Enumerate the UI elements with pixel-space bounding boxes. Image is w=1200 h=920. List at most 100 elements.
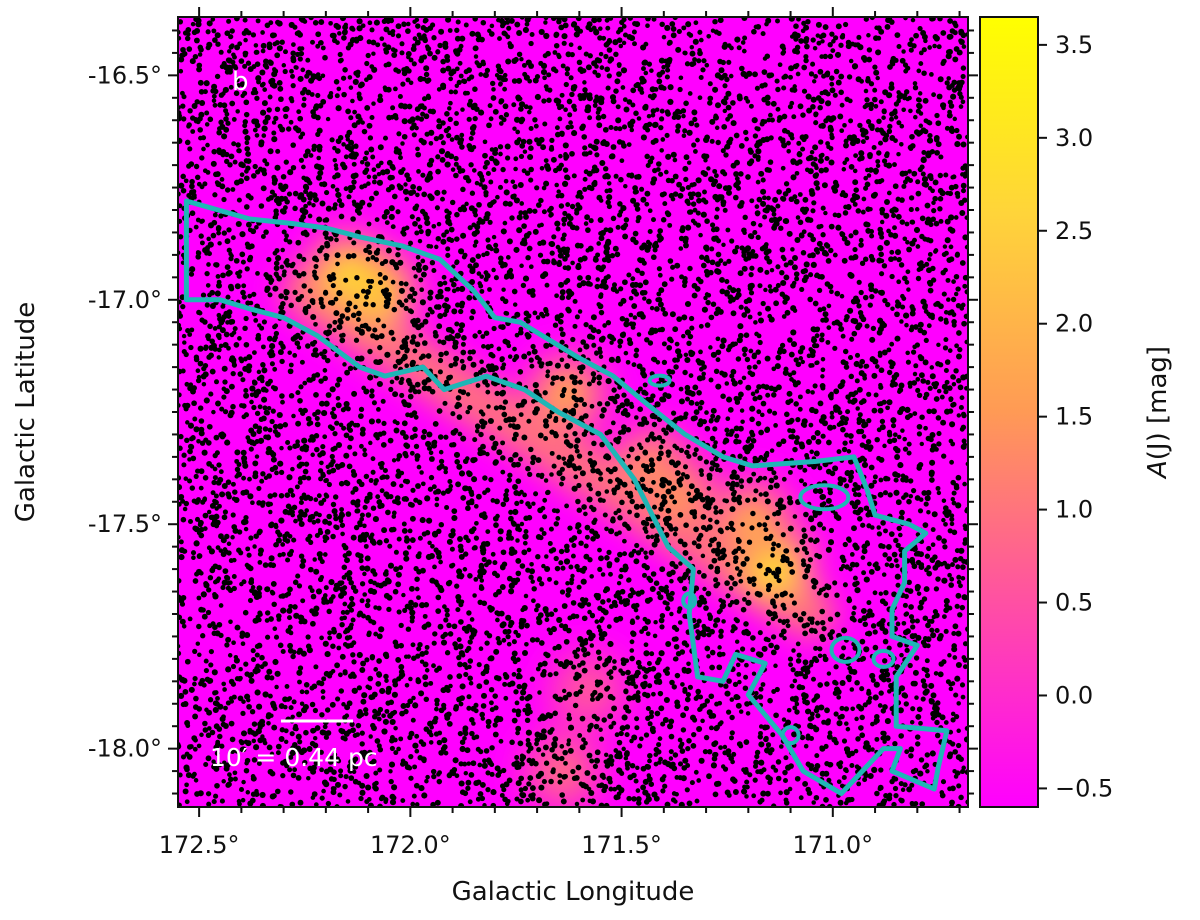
star — [455, 607, 461, 613]
star — [662, 717, 669, 723]
star — [724, 498, 730, 504]
star — [812, 383, 818, 389]
star — [644, 437, 651, 443]
star — [197, 360, 204, 367]
star — [961, 320, 967, 327]
star — [455, 19, 461, 25]
star — [525, 797, 531, 803]
star — [742, 685, 749, 691]
star — [943, 389, 949, 395]
star — [912, 411, 918, 417]
star — [710, 407, 717, 414]
star — [883, 162, 889, 168]
star — [869, 233, 875, 239]
star — [184, 139, 191, 146]
star — [340, 75, 347, 81]
star — [450, 411, 456, 417]
star — [379, 160, 384, 166]
star — [488, 686, 495, 693]
star — [847, 307, 854, 314]
star — [927, 619, 932, 624]
star — [511, 288, 518, 295]
star — [224, 238, 231, 245]
star — [811, 676, 816, 682]
star — [690, 743, 697, 749]
star — [460, 107, 465, 112]
star — [465, 623, 473, 631]
star — [313, 497, 319, 503]
star — [957, 612, 963, 618]
star — [867, 444, 874, 451]
star — [849, 336, 855, 342]
star — [795, 416, 801, 423]
star — [735, 702, 742, 709]
star — [659, 624, 665, 630]
star — [427, 50, 433, 57]
star — [359, 789, 366, 796]
star — [883, 239, 890, 246]
star — [661, 191, 667, 197]
star — [472, 243, 478, 248]
star — [812, 408, 819, 415]
star — [538, 535, 544, 541]
star — [913, 655, 920, 661]
star — [329, 386, 336, 393]
star — [807, 716, 814, 722]
star — [537, 432, 544, 439]
star — [846, 134, 854, 141]
star — [281, 272, 287, 278]
star — [238, 786, 245, 793]
star — [233, 342, 240, 348]
star — [725, 593, 731, 599]
star — [845, 39, 852, 46]
star — [379, 687, 386, 695]
star — [583, 511, 588, 517]
star — [433, 547, 439, 553]
star — [906, 246, 913, 253]
star — [904, 647, 910, 653]
star — [700, 262, 707, 269]
star — [557, 116, 563, 122]
star — [743, 129, 749, 136]
star — [437, 623, 444, 630]
star — [502, 399, 509, 405]
star — [884, 718, 891, 725]
star — [559, 744, 565, 749]
star — [407, 240, 414, 246]
star — [448, 76, 454, 82]
star — [310, 620, 316, 627]
star — [744, 136, 749, 142]
star — [861, 461, 869, 468]
star — [375, 681, 382, 687]
star — [336, 758, 342, 764]
star — [513, 246, 520, 253]
star — [481, 184, 488, 191]
star — [366, 122, 373, 129]
star — [251, 757, 258, 763]
star — [330, 643, 336, 649]
star — [579, 125, 586, 131]
star — [691, 142, 697, 148]
star — [872, 167, 879, 174]
star — [292, 289, 298, 295]
star — [742, 352, 747, 357]
star — [384, 220, 390, 226]
star — [525, 465, 531, 472]
star — [558, 281, 565, 288]
star — [879, 424, 886, 431]
star — [804, 453, 810, 458]
star — [861, 570, 867, 576]
star — [951, 174, 957, 180]
star — [660, 217, 667, 223]
star — [775, 86, 781, 93]
star — [797, 394, 803, 400]
star — [771, 392, 777, 398]
star — [736, 546, 742, 551]
star — [788, 351, 795, 358]
star — [823, 210, 828, 216]
star — [820, 205, 826, 211]
star — [551, 463, 557, 469]
star — [864, 363, 870, 369]
star — [700, 553, 706, 559]
star — [443, 466, 448, 471]
